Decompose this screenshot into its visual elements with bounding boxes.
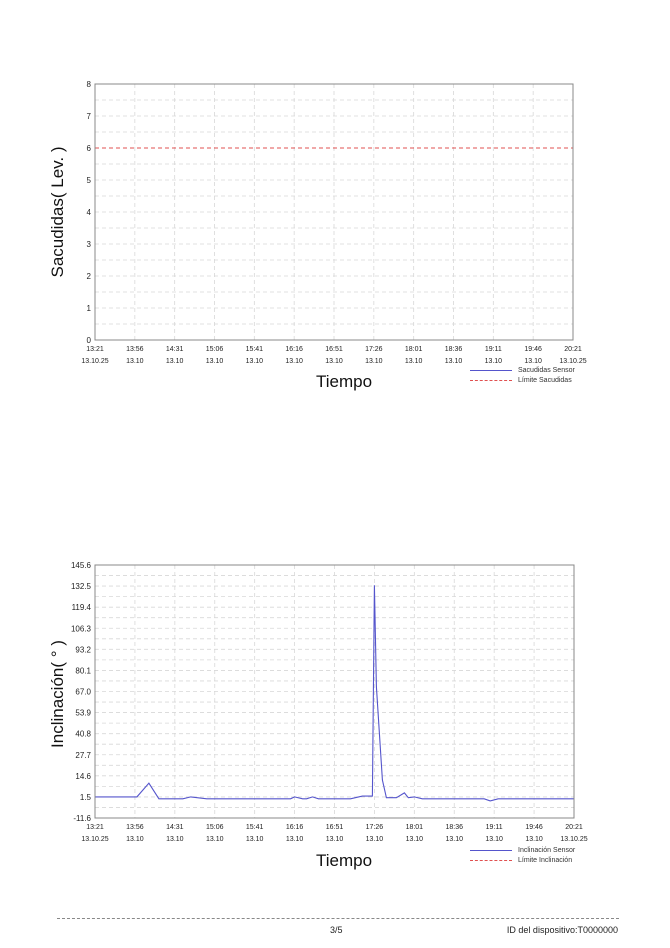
svg-text:13.10: 13.10 xyxy=(365,358,383,365)
svg-text:18:01: 18:01 xyxy=(406,824,424,831)
svg-text:13.10.25: 13.10.25 xyxy=(560,836,587,843)
svg-text:17:26: 17:26 xyxy=(366,824,384,831)
page-number: 3/5 xyxy=(330,925,343,935)
svg-text:16:51: 16:51 xyxy=(325,346,343,353)
svg-text:13.10: 13.10 xyxy=(285,358,303,365)
svg-text:3: 3 xyxy=(87,240,92,249)
svg-text:18:36: 18:36 xyxy=(445,824,463,831)
svg-text:18:36: 18:36 xyxy=(445,346,463,353)
svg-text:5: 5 xyxy=(87,176,92,185)
legend-item-sensor: Sacudidas Sensor xyxy=(470,365,575,375)
svg-text:13.10: 13.10 xyxy=(405,358,423,365)
svg-text:13.10: 13.10 xyxy=(525,836,543,843)
svg-text:13.10: 13.10 xyxy=(246,358,264,365)
footer-divider xyxy=(57,918,619,919)
svg-text:27.7: 27.7 xyxy=(75,751,91,760)
svg-text:18:01: 18:01 xyxy=(405,346,423,353)
svg-text:13:21: 13:21 xyxy=(86,824,104,831)
shake-chart-legend: Sacudidas Sensor Límite Sacudidas xyxy=(470,365,575,385)
svg-text:15:41: 15:41 xyxy=(246,824,264,831)
svg-text:13.10: 13.10 xyxy=(325,358,343,365)
legend-label: Sacudidas Sensor xyxy=(518,366,575,374)
svg-text:2: 2 xyxy=(87,272,92,281)
svg-text:13.10: 13.10 xyxy=(445,358,463,365)
svg-text:20:21: 20:21 xyxy=(565,824,583,831)
svg-text:14.6: 14.6 xyxy=(75,772,91,781)
shake-chart-plot: 0 1 2 3 4 5 6 7 8 13:21 13.10.25 13:56 13.10 14:31 13.… xyxy=(81,80,586,365)
svg-text:17:26: 17:26 xyxy=(365,346,383,353)
svg-text:4: 4 xyxy=(87,208,92,217)
svg-text:13.10.25: 13.10.25 xyxy=(81,358,108,365)
svg-text:40.8: 40.8 xyxy=(75,730,91,739)
svg-text:13.10: 13.10 xyxy=(366,836,384,843)
svg-text:13.10: 13.10 xyxy=(445,836,463,843)
svg-text:13.10: 13.10 xyxy=(206,836,224,843)
svg-text:15:06: 15:06 xyxy=(206,346,224,353)
svg-text:-11.6: -11.6 xyxy=(73,814,91,823)
svg-text:13:21: 13:21 xyxy=(86,346,104,353)
svg-text:53.9: 53.9 xyxy=(75,709,91,718)
svg-text:0: 0 xyxy=(87,336,92,345)
svg-text:13.10.25: 13.10.25 xyxy=(559,358,586,365)
svg-text:13:56: 13:56 xyxy=(126,346,144,353)
device-id: ID del dispositivo:T0000000 xyxy=(506,925,618,935)
svg-text:13.10: 13.10 xyxy=(326,836,344,843)
legend-item-limit: Límite Sacudidas xyxy=(470,375,575,385)
svg-text:145.6: 145.6 xyxy=(71,561,92,570)
svg-text:93.2: 93.2 xyxy=(75,645,91,654)
legend-item-sensor: Inclinación Sensor xyxy=(470,845,575,855)
svg-text:15:06: 15:06 xyxy=(206,824,224,831)
svg-text:19:46: 19:46 xyxy=(524,346,542,353)
tilt-chart-plot: -11.6 1.5 14.6 27.7 40.8 53.9 67.0 80.1 93.2 106.… xyxy=(71,561,588,843)
tilt-chart-y-axis-label: Inclinación( ° ) xyxy=(48,640,67,748)
svg-text:13.10: 13.10 xyxy=(524,358,542,365)
svg-text:16:16: 16:16 xyxy=(285,346,303,353)
svg-text:13.10: 13.10 xyxy=(166,358,184,365)
svg-text:15:41: 15:41 xyxy=(246,346,264,353)
svg-text:67.0: 67.0 xyxy=(75,688,91,697)
svg-text:106.3: 106.3 xyxy=(71,624,92,633)
legend-label: Límite Sacudidas xyxy=(518,376,572,384)
dashed-line-swatch-icon xyxy=(470,379,512,381)
svg-text:19:11: 19:11 xyxy=(485,346,502,353)
svg-text:13.10: 13.10 xyxy=(286,836,304,843)
svg-text:13:56: 13:56 xyxy=(126,824,144,831)
svg-text:13.10: 13.10 xyxy=(126,358,144,365)
svg-text:13.10: 13.10 xyxy=(246,836,264,843)
legend-item-limit: Límite Inclinación xyxy=(470,855,575,865)
svg-text:14:31: 14:31 xyxy=(166,824,184,831)
tilt-chart: -11.6 1.5 14.6 27.7 40.8 53.9 67.0 80.1 93.2 106.… xyxy=(48,561,588,870)
svg-text:13.10: 13.10 xyxy=(166,836,184,843)
legend-label: Inclinación Sensor xyxy=(518,846,576,854)
svg-text:16:16: 16:16 xyxy=(286,824,304,831)
svg-text:1: 1 xyxy=(87,304,92,313)
svg-text:8: 8 xyxy=(87,80,92,89)
solid-line-swatch-icon xyxy=(470,849,512,851)
svg-text:6: 6 xyxy=(87,144,92,153)
svg-text:13.10: 13.10 xyxy=(485,836,503,843)
svg-text:19:46: 19:46 xyxy=(525,824,543,831)
svg-text:19:11: 19:11 xyxy=(486,824,503,831)
svg-text:16:51: 16:51 xyxy=(326,824,344,831)
svg-text:13.10: 13.10 xyxy=(126,836,144,843)
svg-text:7: 7 xyxy=(87,112,92,121)
dashed-line-swatch-icon xyxy=(470,859,512,861)
svg-text:119.4: 119.4 xyxy=(72,603,92,612)
solid-line-swatch-icon xyxy=(470,369,512,371)
tilt-chart-legend: Inclinación Sensor Límite Inclinación xyxy=(470,845,575,865)
svg-text:14:31: 14:31 xyxy=(166,346,184,353)
svg-text:80.1: 80.1 xyxy=(75,666,91,675)
svg-text:13.10: 13.10 xyxy=(206,358,224,365)
svg-text:13.10.25: 13.10.25 xyxy=(81,836,108,843)
svg-text:1.5: 1.5 xyxy=(80,793,92,802)
svg-text:13.10: 13.10 xyxy=(485,358,503,365)
svg-text:20:21: 20:21 xyxy=(564,346,582,353)
svg-text:13.10: 13.10 xyxy=(406,836,424,843)
tilt-chart-x-axis-label: Tiempo xyxy=(316,851,373,870)
legend-label: Límite Inclinación xyxy=(518,856,573,864)
shake-chart-x-axis-label: Tiempo xyxy=(316,372,373,391)
shake-chart: 0 1 2 3 4 5 6 7 8 13:21 13.10.25 13:56 13.10 14:31 13.… xyxy=(0,0,670,400)
svg-text:132.5: 132.5 xyxy=(71,582,92,591)
